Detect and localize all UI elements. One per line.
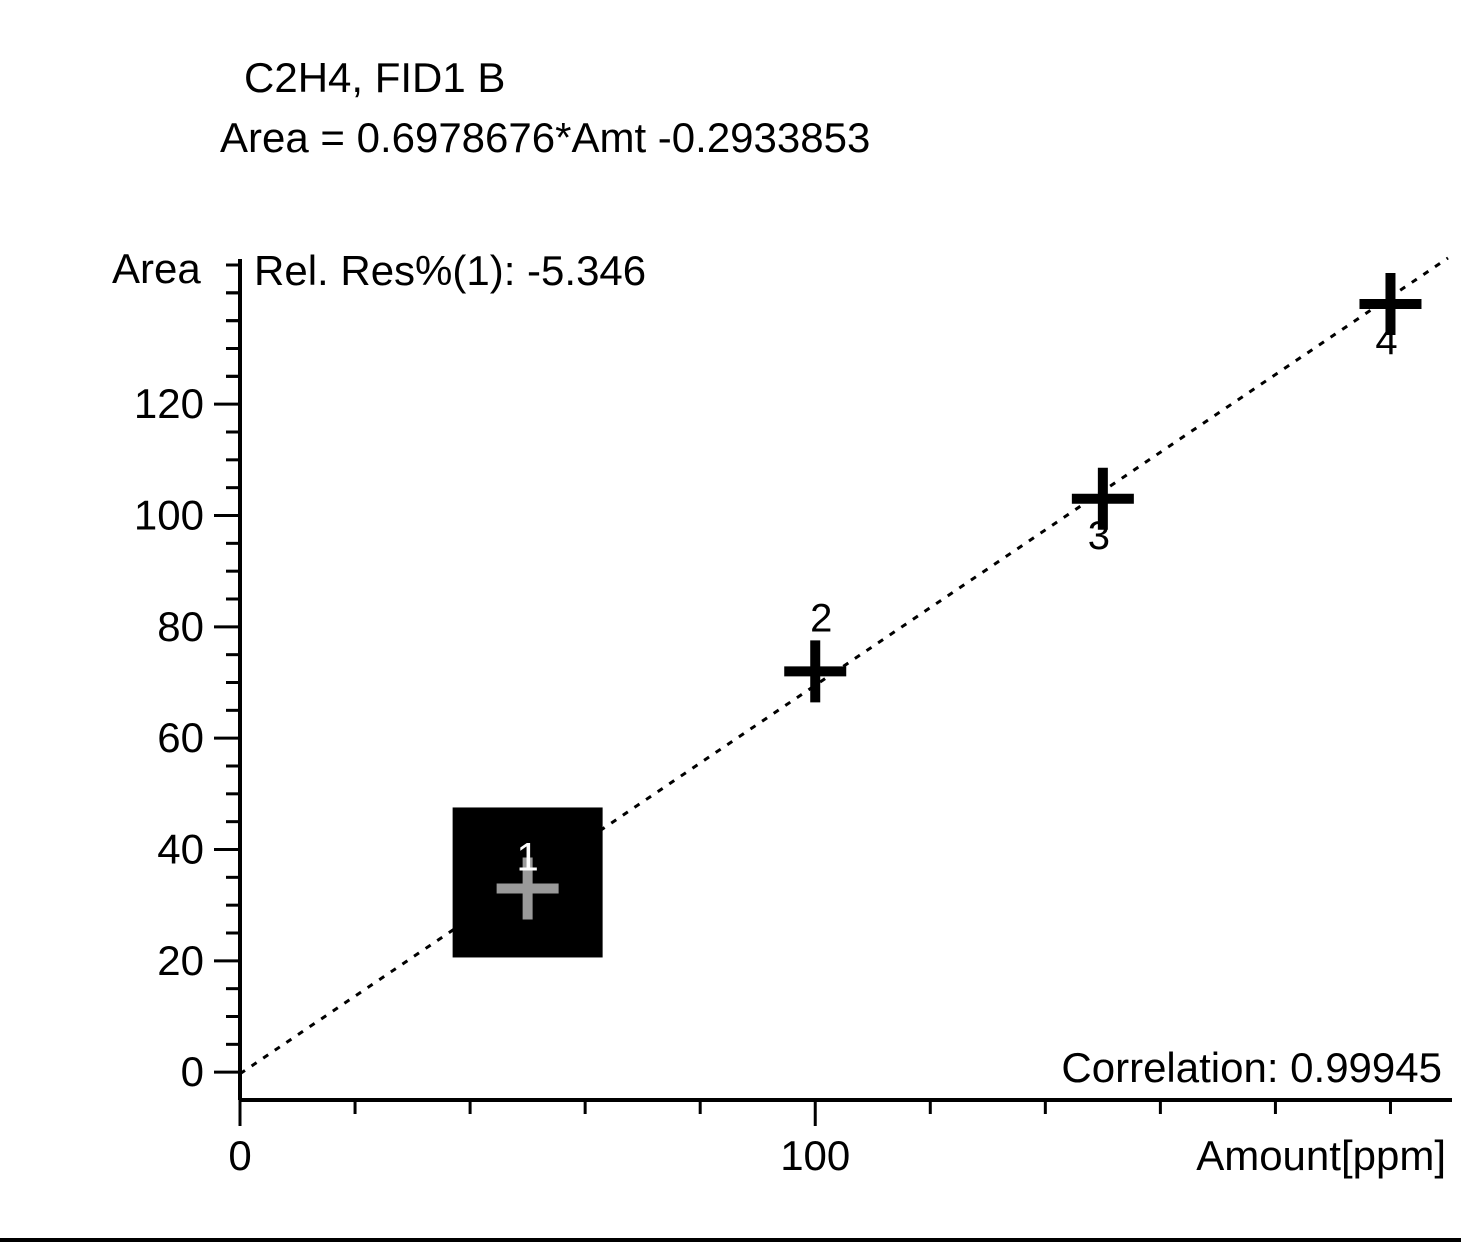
- y-tick-label: 120: [134, 380, 204, 427]
- regression-line: [240, 258, 1448, 1074]
- data-point-label: 2: [810, 596, 832, 640]
- chart-title-line1: C2H4, FID1 B: [244, 54, 505, 101]
- calibration-chart: C2H4, FID1 B Area = 0.6978676*Amt -0.2933…: [0, 0, 1461, 1242]
- y-tick-label: 60: [157, 714, 204, 761]
- y-tick-label: 80: [157, 603, 204, 650]
- chart-svg: C2H4, FID1 B Area = 0.6978676*Amt -0.2933…: [0, 0, 1461, 1238]
- y-tick-label: 100: [134, 492, 204, 539]
- y-tick-label: 20: [157, 937, 204, 984]
- x-tick-label: 0: [228, 1132, 251, 1179]
- x-tick-label: 100: [780, 1132, 850, 1179]
- data-point-label: 4: [1375, 319, 1397, 363]
- data-point-label: 1: [516, 835, 538, 879]
- y-tick-label: 0: [181, 1048, 204, 1095]
- y-axis-label: Area: [112, 245, 201, 292]
- correlation-label: Correlation: 0.99945: [1061, 1044, 1442, 1091]
- data-point-label: 3: [1088, 514, 1110, 558]
- x-axis-label: Amount[ppm]: [1196, 1132, 1446, 1179]
- y-tick-label: 40: [157, 826, 204, 873]
- chart-title-line2: Area = 0.6978676*Amt -0.2933853: [220, 114, 870, 161]
- residual-label: Rel. Res%(1): -5.346: [254, 247, 646, 294]
